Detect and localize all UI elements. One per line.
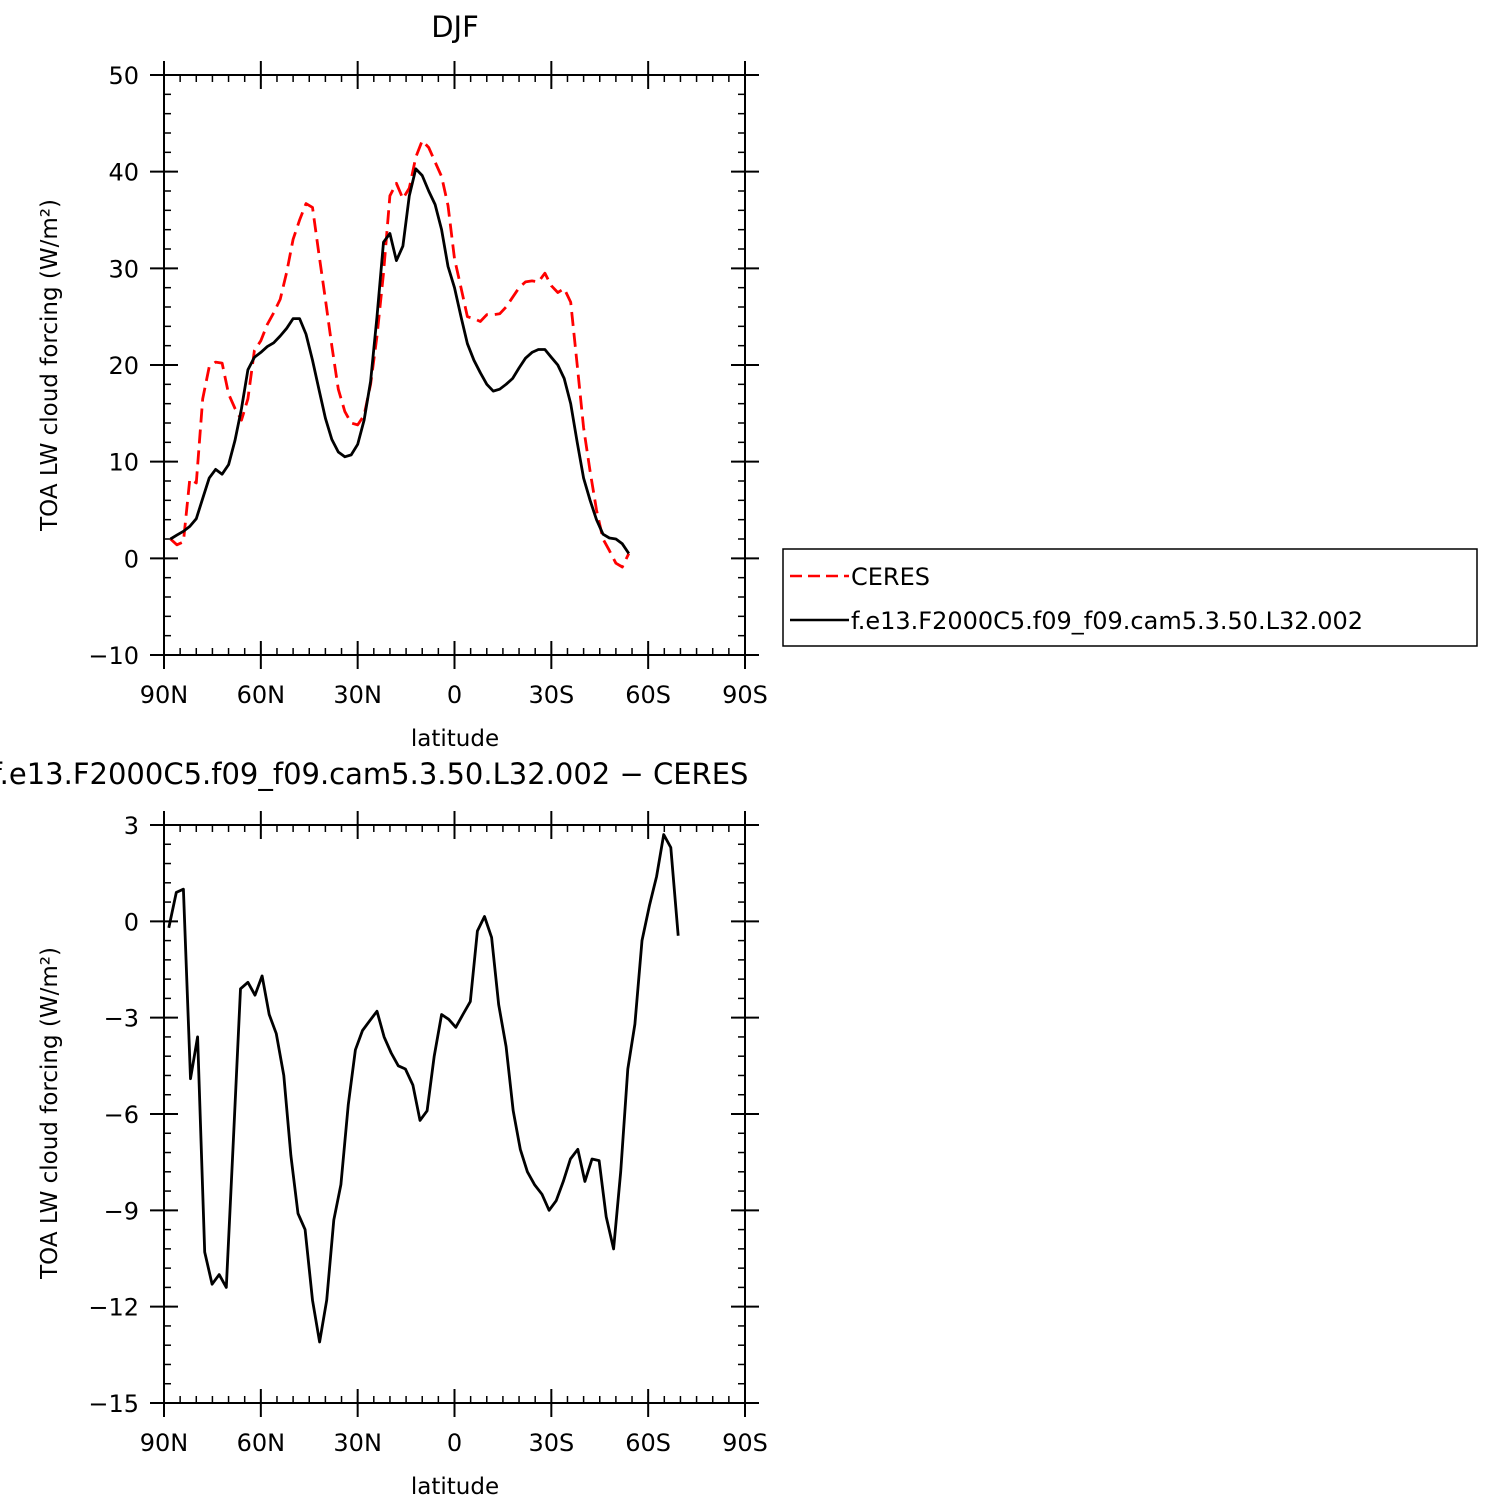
bottom-series-line-0 bbox=[167, 833, 680, 1344]
legend-model-label: f.e13.F2000C5.f09_f09.cam5.3.50.L32.002 bbox=[851, 607, 1363, 635]
top-x-tick-label: 60N bbox=[237, 681, 286, 709]
bottom-y-tick-label: −3 bbox=[104, 1005, 139, 1033]
top-y-tick-label: 0 bbox=[124, 545, 139, 573]
legend-box bbox=[782, 548, 1478, 647]
top-y-tick-label: 40 bbox=[108, 159, 139, 187]
bottom-y-tick-label: 3 bbox=[124, 812, 139, 840]
top-plot-frame bbox=[163, 74, 746, 656]
bottom-y-tick-label: −9 bbox=[104, 1197, 139, 1225]
top-y-tick-label: 10 bbox=[108, 449, 139, 477]
top-x-axis-label: latitude bbox=[411, 726, 499, 752]
bottom-x-tick-label: 30S bbox=[528, 1429, 574, 1457]
bottom-y-tick-label: 0 bbox=[124, 908, 139, 936]
top-y-tick-label: −10 bbox=[88, 642, 139, 670]
top-x-tick-label: 30N bbox=[333, 681, 382, 709]
bottom-y-tick-label: −15 bbox=[88, 1390, 139, 1418]
top-x-tick-label: 30S bbox=[528, 681, 574, 709]
top-x-tick-label: 90N bbox=[140, 681, 189, 709]
bottom-y-tick-label: −12 bbox=[88, 1294, 139, 1322]
bottom-x-tick-label: 90S bbox=[722, 1429, 768, 1457]
bottom-x-tick-label: 60S bbox=[625, 1429, 671, 1457]
top-series-line-0 bbox=[169, 139, 631, 569]
bottom-minor-ticks bbox=[163, 824, 746, 1404]
top-x-tick-label: 60S bbox=[625, 681, 671, 709]
legend-ceres-label: CERES bbox=[851, 563, 930, 591]
legend: CERES f.e13.F2000C5.f09_f09.cam5.3.50.L3… bbox=[782, 548, 1478, 647]
top-y-tick-label: 50 bbox=[108, 62, 139, 90]
bottom-chart-title: f.e13.F2000C5.f09_f09.cam5.3.50.L32.002 … bbox=[0, 757, 748, 791]
top-series-line-1 bbox=[169, 167, 630, 555]
bottom-panel: f.e13.F2000C5.f09_f09.cam5.3.50.L32.002 … bbox=[0, 757, 768, 1500]
bottom-plot-frame bbox=[163, 824, 746, 1404]
top-panel: DJF −10 0 10 20 30 40 50 90N 60N 30N 0 30S 60S 90S la… bbox=[37, 10, 1478, 752]
bottom-plot-area: −15 −12 −9 −6 −3 0 3 90N 60N 30N 0 30S 60S 90S bbox=[88, 811, 768, 1457]
top-y-tick-label: 30 bbox=[108, 255, 139, 283]
bottom-x-axis-label: latitude bbox=[411, 1474, 499, 1500]
bottom-x-tick-label: 0 bbox=[447, 1429, 462, 1457]
top-x-tick-label: 90S bbox=[722, 681, 768, 709]
bottom-x-tick-label: 90N bbox=[140, 1429, 189, 1457]
top-plot-area: −10 0 10 20 30 40 50 90N 60N 30N 0 30S 60S 90S bbox=[88, 61, 768, 709]
top-y-tick-label: 20 bbox=[108, 352, 139, 380]
bottom-x-tick-label: 30N bbox=[333, 1429, 382, 1457]
bottom-y-tick-label: −6 bbox=[104, 1101, 139, 1129]
bottom-x-tick-label: 60N bbox=[237, 1429, 286, 1457]
bottom-y-axis-label: TOA LW cloud forcing (W/m²) bbox=[37, 947, 63, 1280]
top-y-axis-label: TOA LW cloud forcing (W/m²) bbox=[37, 199, 63, 532]
top-x-tick-label: 0 bbox=[447, 681, 462, 709]
top-chart-title: DJF bbox=[431, 10, 479, 44]
